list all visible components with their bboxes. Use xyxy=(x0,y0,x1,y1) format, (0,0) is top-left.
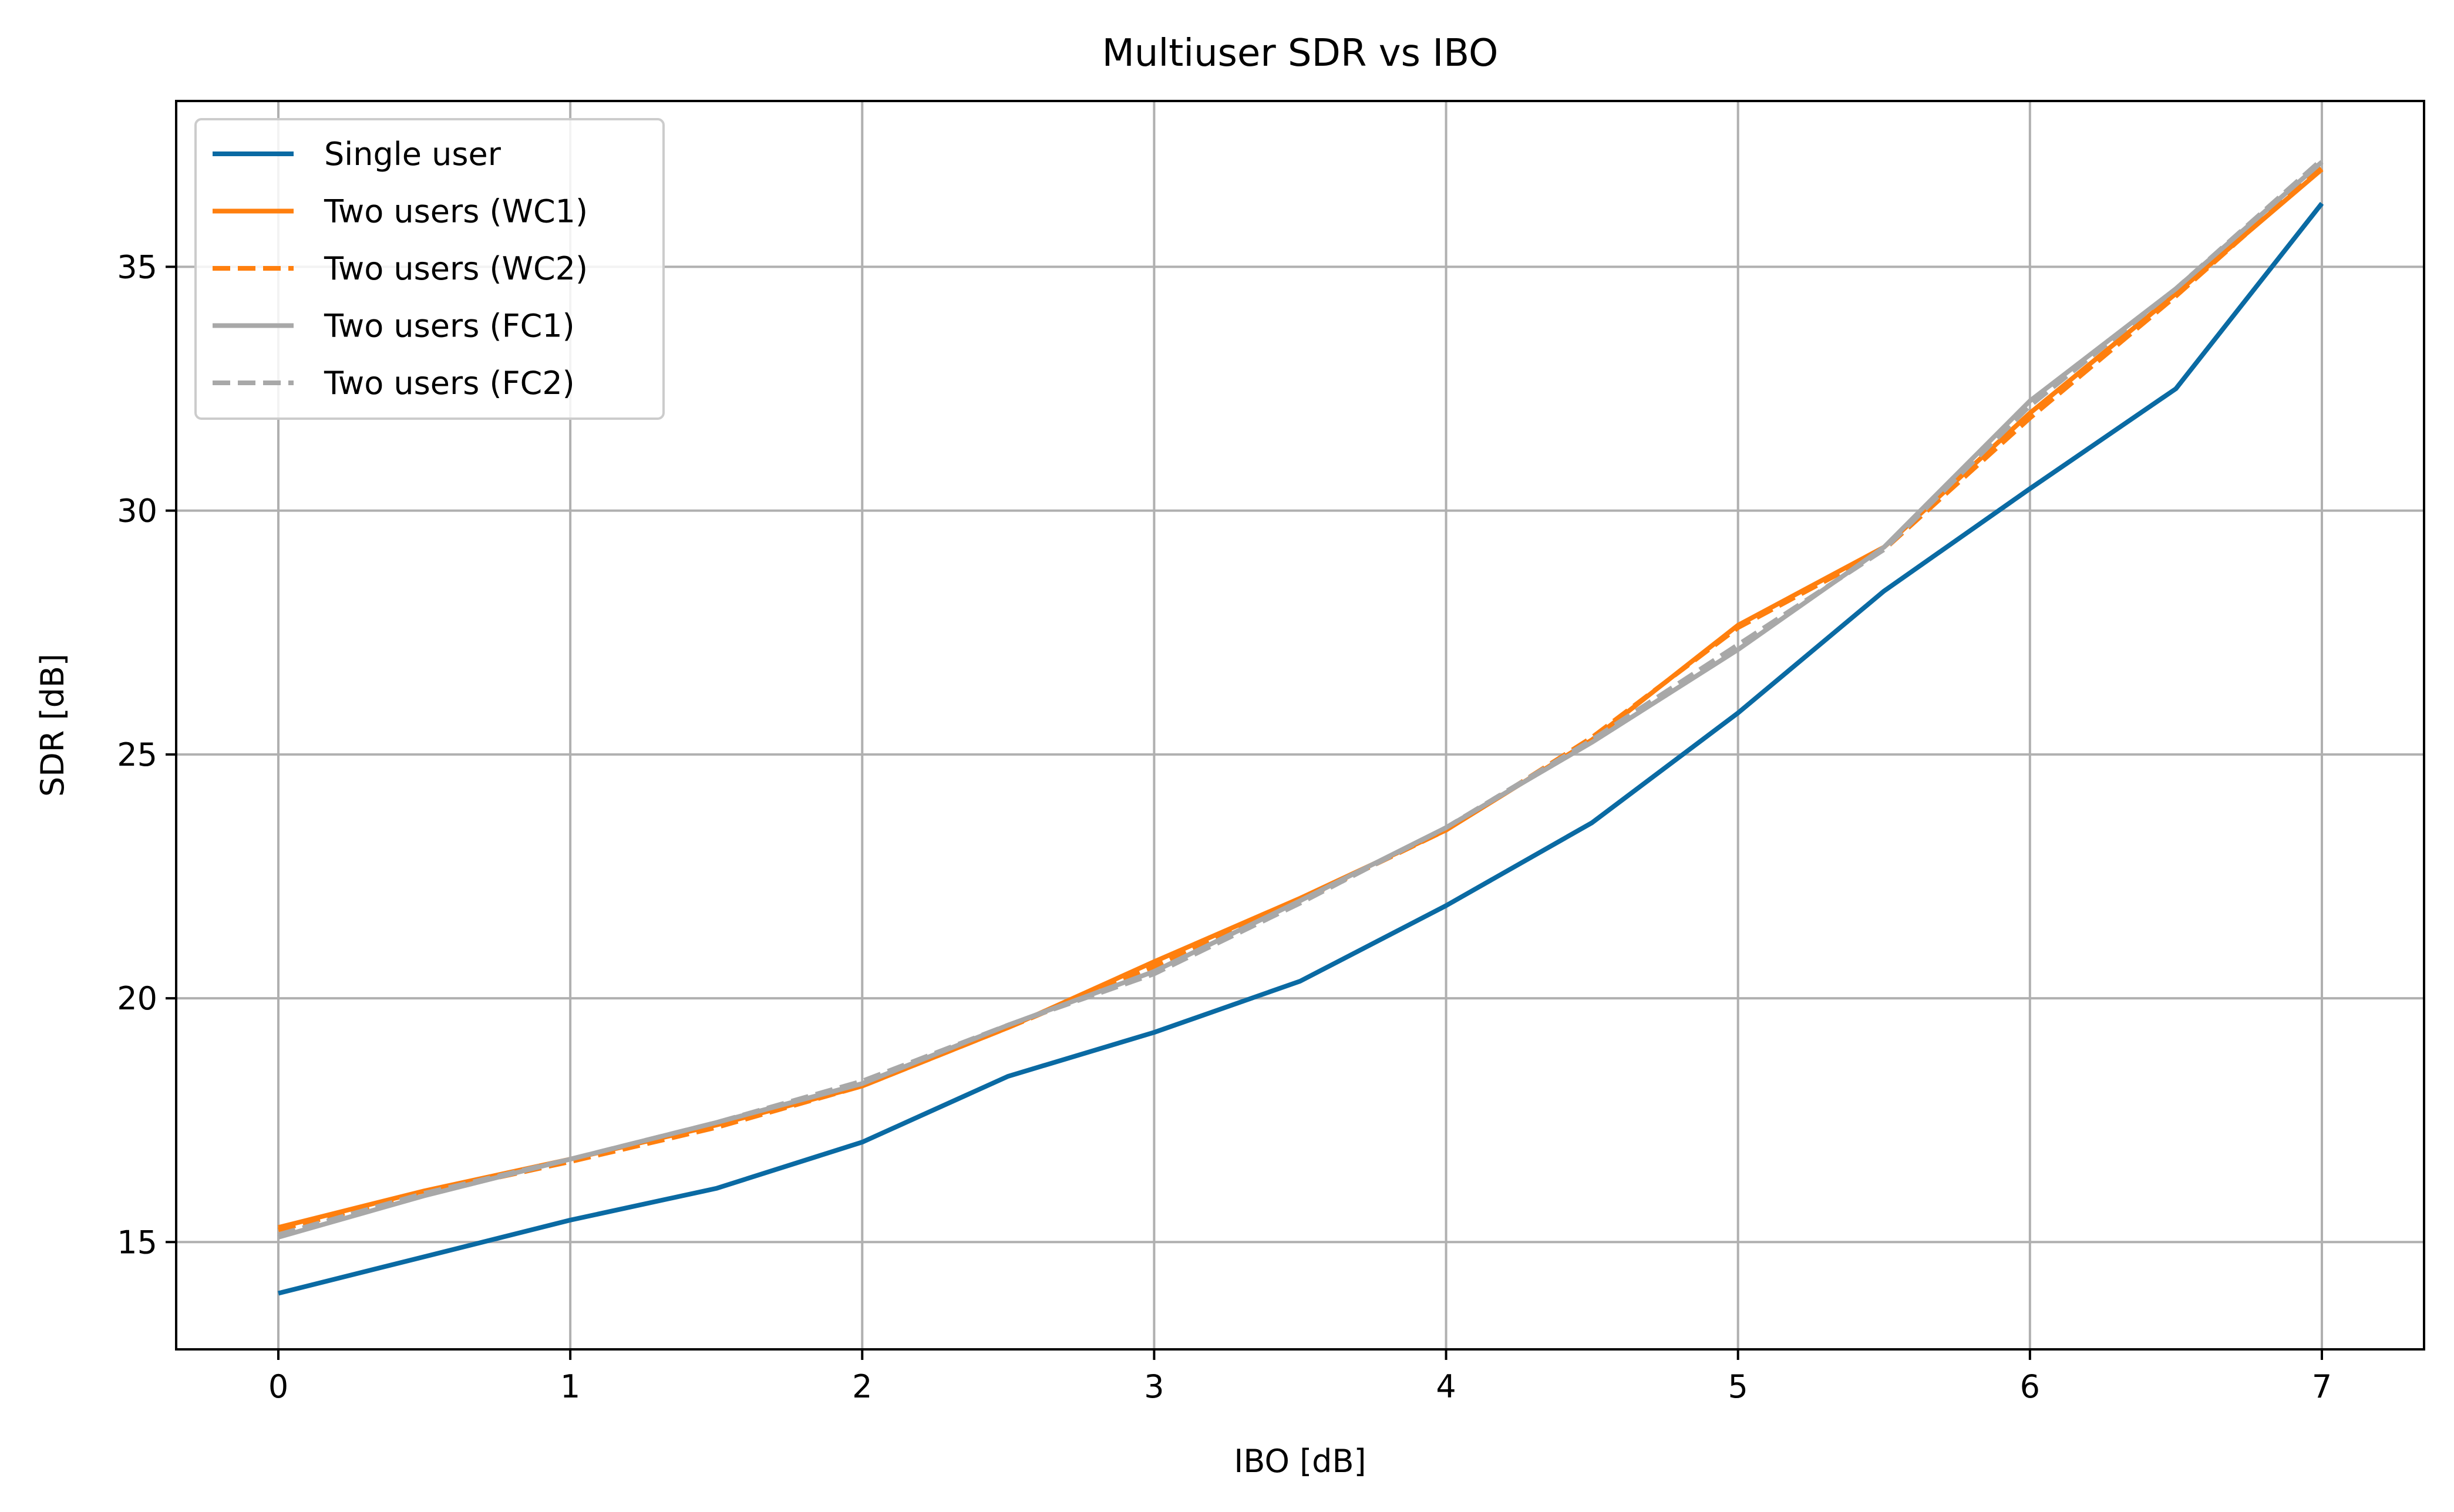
chart-title: Multiuser SDR vs IBO xyxy=(1102,32,1499,75)
legend-label: Two users (FC1) xyxy=(324,308,575,345)
legend-box xyxy=(194,118,665,420)
legend-label: Two users (WC1) xyxy=(324,193,588,230)
x-tick-label: 7 xyxy=(2312,1368,2332,1405)
x-tick-label: 4 xyxy=(1436,1368,1456,1405)
grid-lines xyxy=(176,101,2424,1349)
y-tick-label: 25 xyxy=(117,736,157,773)
x-tick-label: 3 xyxy=(1144,1368,1164,1405)
series-line-4 xyxy=(277,160,2324,1240)
x-tick-label: 1 xyxy=(560,1368,580,1405)
y-tick-label: 20 xyxy=(117,980,157,1017)
axis-ticks: 0 1 2 3 4 5 6 7 15 20 25 30 35 xyxy=(117,248,2332,1405)
y-axis-label: SDR [dB] xyxy=(34,654,71,797)
x-axis-label: IBO [dB] xyxy=(1234,1443,1366,1480)
x-tick-label: 6 xyxy=(2020,1368,2040,1405)
y-tick-label: 15 xyxy=(117,1224,157,1261)
legend-label: Single user xyxy=(324,136,501,173)
x-tick-label: 0 xyxy=(268,1368,288,1405)
y-tick-label: 30 xyxy=(117,493,157,530)
x-tick-label: 2 xyxy=(852,1368,872,1405)
legend: Single user Two users (WC1) Two users (WC2… xyxy=(194,118,665,420)
plot-frame xyxy=(175,100,2425,1351)
legend-label: Two users (WC2) xyxy=(324,250,588,287)
x-tick-label: 5 xyxy=(1728,1368,1748,1405)
series-line-5 xyxy=(277,157,2324,1237)
legend-label: Two users (FC2) xyxy=(324,365,575,402)
series-lines xyxy=(277,157,2324,1296)
y-tick-label: 35 xyxy=(117,248,157,285)
series-line-1 xyxy=(278,201,2324,1296)
